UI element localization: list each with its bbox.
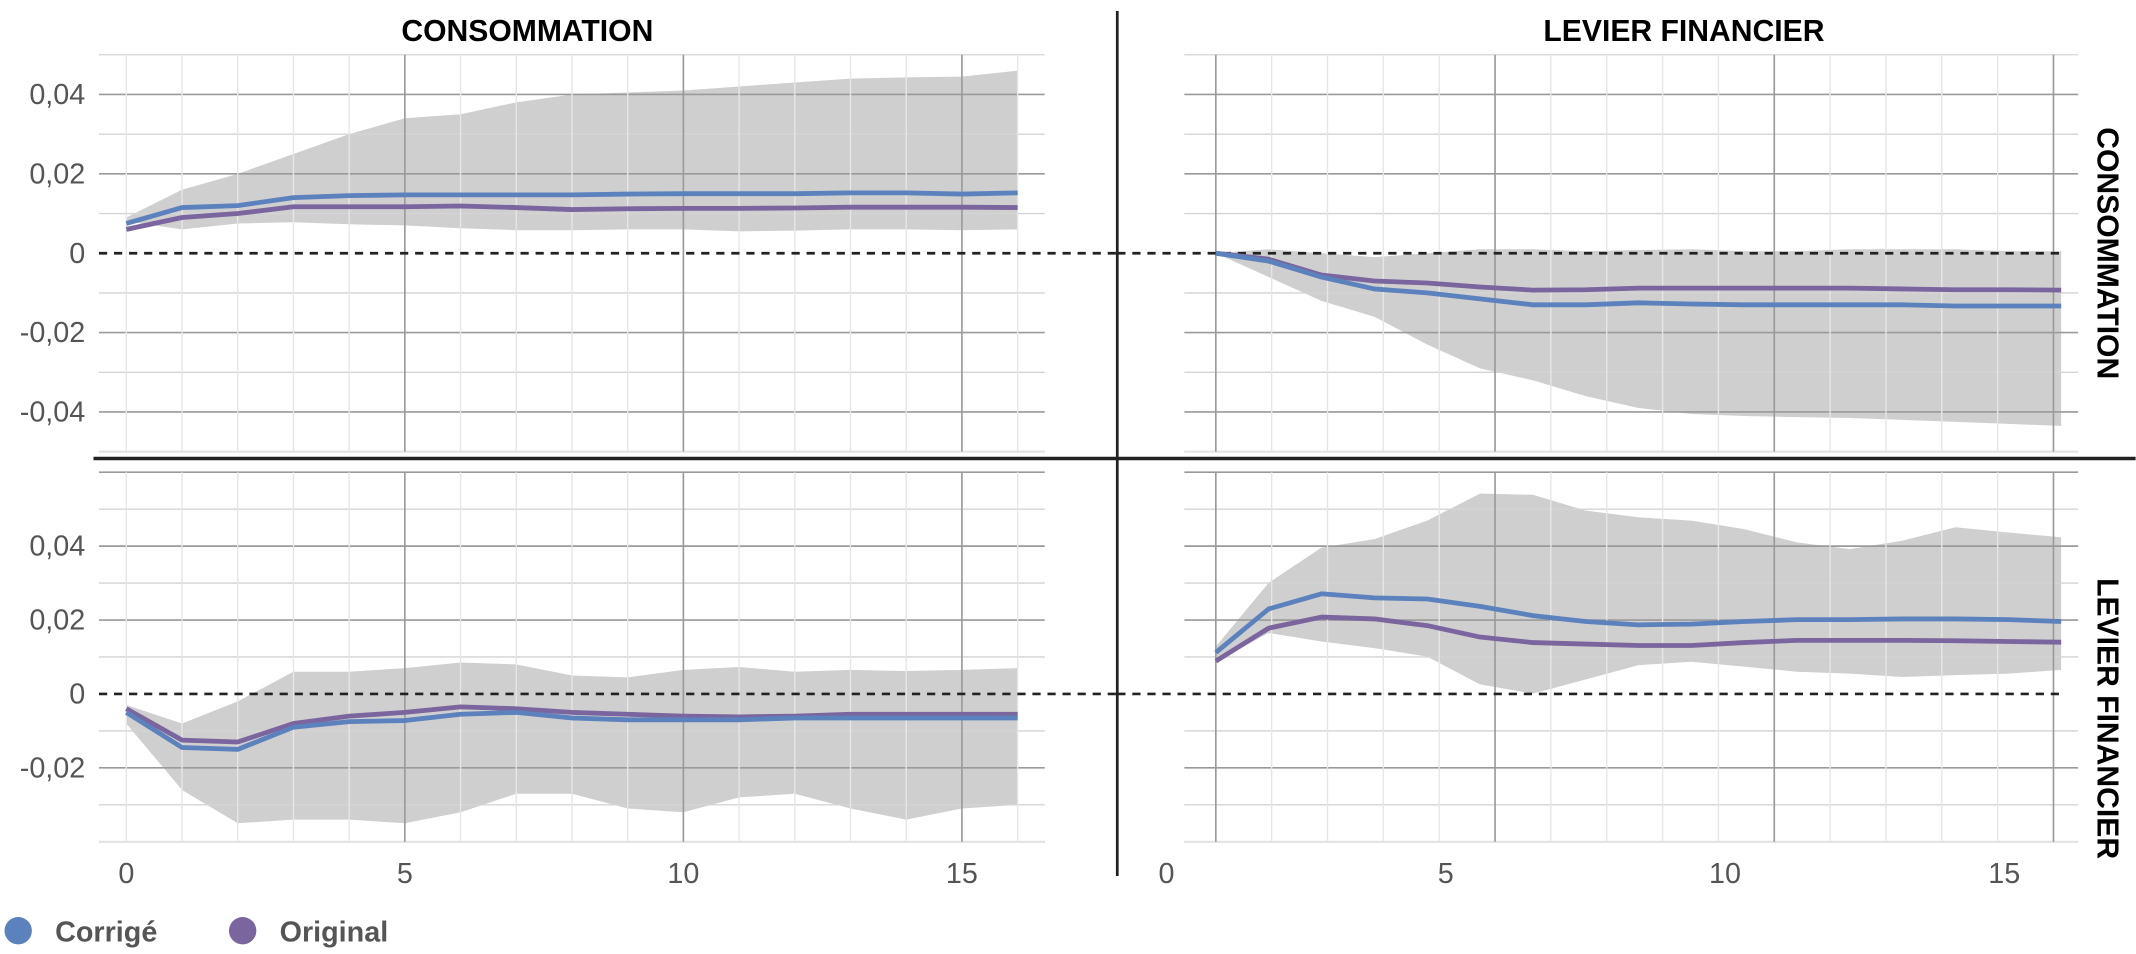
x-tick-label: 0 xyxy=(118,858,134,890)
y-tick-label: -0,02 xyxy=(20,752,86,784)
legend-marker-original xyxy=(228,917,257,945)
y-tick-label: -0,02 xyxy=(20,317,86,349)
panel-3: 0 5 10 15 xyxy=(1117,471,2079,890)
x-tick-label: 5 xyxy=(397,858,413,890)
y-tick-label: 0,04 xyxy=(29,79,85,111)
panel-2: 0,04 0,02 0 -0,02 0 5 10 15 xyxy=(20,471,1118,890)
series-line-original xyxy=(1215,250,2062,293)
x-tick-label: 0 xyxy=(1159,858,1175,890)
x-tick-label: 10 xyxy=(667,858,699,890)
legend-label-original: Original xyxy=(280,917,389,949)
x-tick-label: 15 xyxy=(946,858,978,890)
series-line-original xyxy=(1214,614,2062,664)
series-line-corrige xyxy=(1214,591,2062,655)
row-title-levier-financier: LEVIER FINANCIER xyxy=(2090,578,2123,859)
legend-label-corrige: Corrigé xyxy=(55,917,157,949)
legend: Corrigé Original xyxy=(4,917,389,949)
confidence-band xyxy=(1215,493,2062,694)
column-title-consommation: CONSOMMATION xyxy=(401,15,653,48)
series-line-corrige xyxy=(1215,250,2062,309)
y-tick-label: 0,02 xyxy=(29,158,85,190)
series-line-corrige xyxy=(125,190,1018,226)
column-title-levier-financier: LEVIER FINANCIER xyxy=(1543,15,1824,48)
series-line-original xyxy=(125,704,1018,745)
y-tick-label: 0 xyxy=(69,679,85,711)
row-title-consommation: CONSOMMATION xyxy=(2090,127,2123,379)
series-line-corrige xyxy=(125,710,1018,752)
x-tick-label: 10 xyxy=(1709,858,1741,890)
y-tick-label: 0 xyxy=(69,238,85,270)
legend-marker-corrige xyxy=(4,917,32,945)
y-tick-label: 0,04 xyxy=(29,531,85,563)
y-tick-label: -0,04 xyxy=(20,397,86,429)
panel-1 xyxy=(1117,54,2079,453)
x-tick-label: 15 xyxy=(1988,858,2020,890)
panel-0: 0,04 0,02 0 -0,02 -0,04 xyxy=(20,54,1118,453)
series-line-original xyxy=(125,203,1018,232)
y-tick-label: 0,02 xyxy=(29,605,85,637)
x-tick-label: 5 xyxy=(1438,858,1454,890)
